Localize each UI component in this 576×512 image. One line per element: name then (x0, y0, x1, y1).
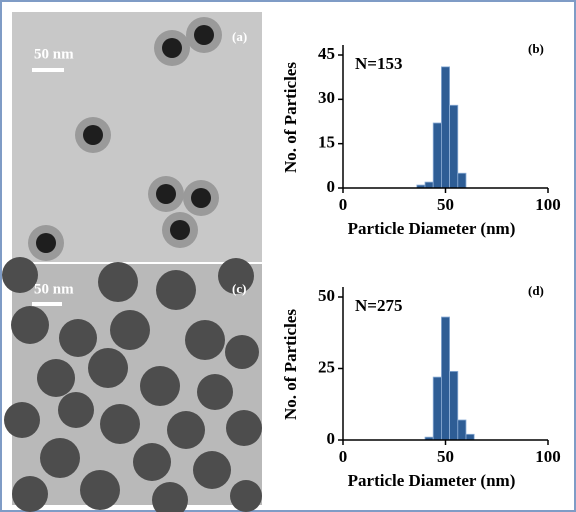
page: {"images": [{"panel_label": "(a)", "scal… (0, 0, 576, 512)
annotation: N=153 (355, 54, 402, 73)
bar (458, 420, 466, 440)
figure: 50 nm (a) 50 nm (c) 0 15 30 45 0 50 100 Particl… (0, 0, 576, 512)
x-tick-label: 0 (339, 447, 348, 466)
y-tick-label: 50 (318, 286, 335, 305)
bar (425, 182, 433, 188)
x-tick-label: 50 (437, 195, 454, 214)
bar (466, 434, 474, 440)
x-axis-label: Particle Diameter (nm) (348, 219, 516, 238)
bar (458, 173, 466, 188)
panel-label: (b) (528, 41, 544, 56)
x-tick-label: 50 (437, 447, 454, 466)
x-tick-label: 0 (339, 195, 348, 214)
bar (433, 377, 441, 440)
y-tick-label: 45 (318, 44, 335, 63)
y-tick-label: 30 (318, 88, 335, 107)
bar (433, 123, 441, 188)
panel-label: (a) (232, 29, 247, 44)
y-tick-label: 0 (327, 177, 336, 196)
scale-bar-label: 50 nm (34, 281, 74, 297)
bar (441, 317, 449, 440)
bar (441, 67, 449, 188)
y-tick-label: 15 (318, 133, 335, 152)
y-tick-label: 0 (327, 429, 336, 448)
y-tick-label: 25 (318, 357, 335, 376)
annotation: N=275 (355, 296, 402, 315)
x-tick-label: 100 (535, 195, 561, 214)
y-axis-label: No. of Particles (281, 309, 300, 420)
x-axis-label: Particle Diameter (nm) (348, 471, 516, 490)
x-tick-label: 100 (535, 447, 561, 466)
panel-label: (d) (528, 283, 544, 298)
bar (450, 105, 458, 188)
panel-label: (c) (232, 281, 246, 296)
y-axis-label: No. of Particles (281, 62, 300, 173)
scale-bar-label: 50 nm (34, 46, 74, 62)
bar (450, 371, 458, 440)
